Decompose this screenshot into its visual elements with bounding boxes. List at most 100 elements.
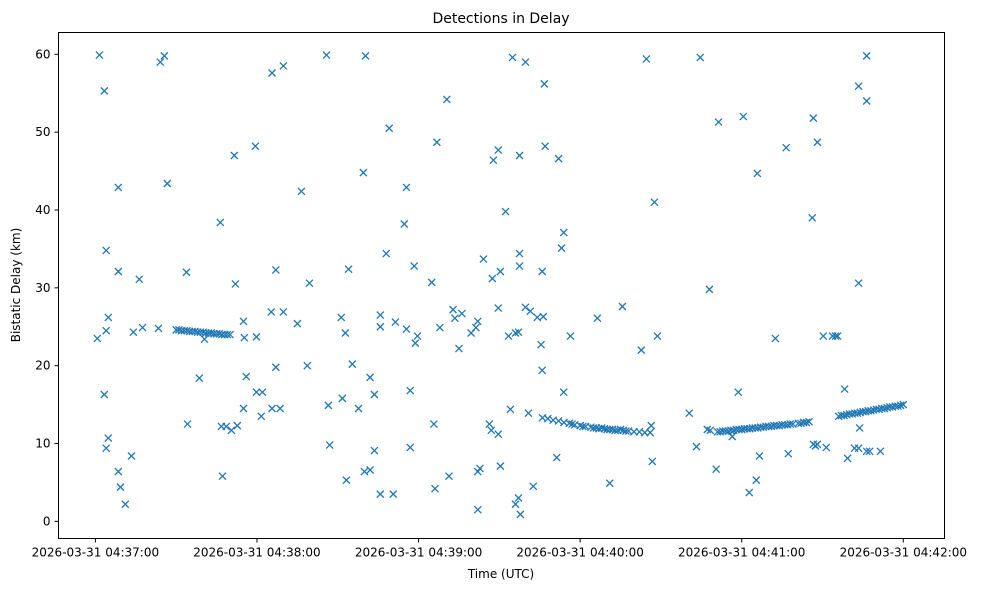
- data-point: [449, 305, 457, 314]
- data-point: [739, 112, 748, 121]
- data-point: [182, 268, 191, 277]
- data-point: [745, 488, 754, 497]
- data-point: [706, 426, 715, 435]
- data-point: [442, 95, 451, 104]
- data-point: [102, 326, 111, 335]
- data-point: [593, 314, 602, 323]
- data-point: [521, 58, 530, 67]
- y-axis-label: Bistatic Delay (km): [9, 228, 23, 343]
- data-point: [252, 332, 261, 341]
- data-point: [279, 62, 288, 70]
- data-point: [258, 388, 267, 397]
- data-point: [808, 213, 817, 222]
- data-point: [755, 452, 764, 460]
- data-point: [156, 58, 165, 67]
- x-tick-label: 2026-03-31 04:42:00: [840, 546, 967, 560]
- data-point: [802, 418, 811, 427]
- data-point: [257, 412, 266, 421]
- data-point: [429, 420, 438, 429]
- data-points: [93, 51, 908, 519]
- data-point: [854, 444, 863, 453]
- data-point: [268, 69, 277, 77]
- data-point: [239, 317, 248, 326]
- data-point: [325, 441, 334, 450]
- data-point: [862, 51, 871, 60]
- data-point: [473, 505, 482, 514]
- data-point: [479, 255, 488, 263]
- data-point: [554, 154, 563, 163]
- data-point: [501, 207, 510, 216]
- data-point: [647, 421, 656, 430]
- data-point: [457, 309, 466, 318]
- data-point: [648, 457, 657, 466]
- data-point: [753, 169, 762, 178]
- data-point: [361, 51, 370, 60]
- data-point: [104, 313, 113, 322]
- data-point: [239, 404, 248, 413]
- data-point: [855, 423, 864, 432]
- data-point: [833, 332, 842, 341]
- data-point: [568, 420, 577, 429]
- data-point: [324, 401, 333, 410]
- data-point: [121, 500, 130, 509]
- data-point: [784, 449, 793, 458]
- data-point: [348, 360, 357, 369]
- data-point: [642, 55, 651, 63]
- data-point: [454, 344, 463, 353]
- data-point: [703, 425, 712, 434]
- data-point: [95, 51, 104, 60]
- data-point: [223, 330, 232, 339]
- data-point: [297, 187, 306, 196]
- data-point: [230, 151, 239, 160]
- data-point: [539, 312, 548, 321]
- data-point: [450, 314, 459, 323]
- data-point: [514, 494, 523, 502]
- data-point: [435, 323, 444, 332]
- data-point: [342, 476, 351, 485]
- data-point: [496, 267, 505, 276]
- data-point: [475, 464, 484, 473]
- data-point: [385, 124, 394, 133]
- data-point: [840, 385, 849, 393]
- data-point: [344, 265, 353, 274]
- data-point: [552, 453, 561, 462]
- data-point: [896, 401, 905, 410]
- data-point: [728, 432, 737, 441]
- data-point: [337, 313, 346, 322]
- data-point: [876, 447, 885, 456]
- data-point: [488, 274, 497, 283]
- data-point: [696, 53, 705, 62]
- data-point: [557, 244, 566, 253]
- data-point: [341, 329, 350, 337]
- y-tick-label: 30: [35, 281, 50, 295]
- data-point: [366, 373, 375, 382]
- data-point: [540, 79, 549, 88]
- data-point: [100, 86, 109, 95]
- data-point: [529, 482, 538, 491]
- data-point: [135, 275, 144, 284]
- data-point: [473, 317, 482, 326]
- data-point: [485, 420, 494, 429]
- data-point: [427, 278, 436, 287]
- y-tick-label: 0: [43, 514, 51, 528]
- data-point: [114, 267, 123, 276]
- data-point: [515, 249, 524, 258]
- y-tick-label: 40: [35, 203, 50, 217]
- data-point: [93, 334, 102, 343]
- data-point: [511, 329, 520, 337]
- data-point: [813, 440, 822, 449]
- data-point: [322, 51, 331, 60]
- data-point: [354, 404, 363, 413]
- data-point: [514, 328, 523, 337]
- data-point: [376, 311, 385, 320]
- data-point: [366, 466, 375, 474]
- data-point: [233, 421, 242, 430]
- data-point: [559, 388, 568, 397]
- data-point: [114, 467, 123, 476]
- data-point: [809, 114, 818, 123]
- data-point: [104, 434, 113, 443]
- data-point: [406, 386, 415, 395]
- y-tick-label: 60: [35, 47, 50, 61]
- data-point: [526, 307, 535, 316]
- data-point: [819, 332, 828, 341]
